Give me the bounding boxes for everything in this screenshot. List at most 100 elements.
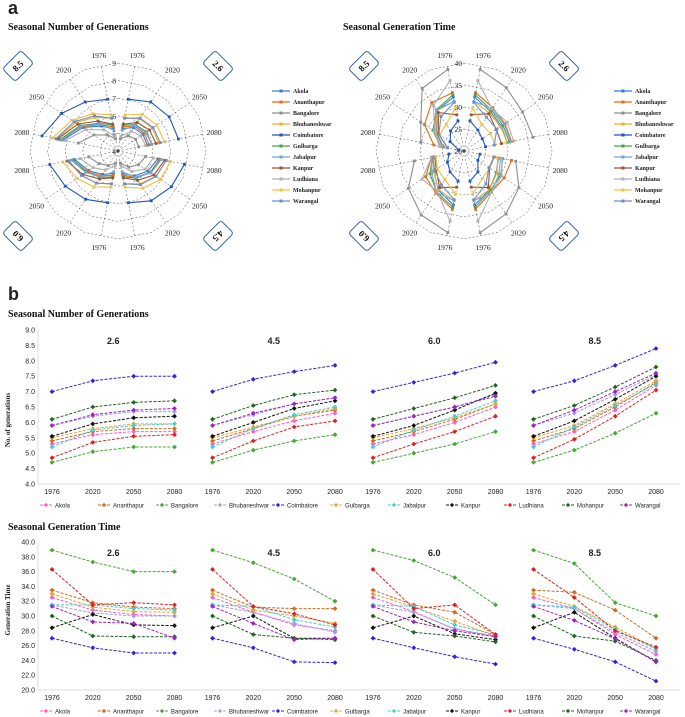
radar-gen-point-ludhiana [102,128,106,132]
line-time-ytick: 22.0 [21,673,35,680]
line-gen-point-warangal [90,412,96,418]
line-time-point-warangal [411,619,417,625]
line-gen-line-kanpur [212,400,336,437]
chart-marks: 1976202020502080208020502020197619762020… [3,51,680,716]
line-time-point-jabalpur [571,604,577,610]
line-gen-point-kanpur [452,407,458,413]
radar-time-point-bangalore [521,110,524,114]
line-time-line-bangalore [51,549,175,573]
radar-gen-point-jabalpur [70,158,73,162]
line-gen-xtick: 2050 [126,489,142,496]
radar-time-series-ananthapur [423,92,453,146]
radar-time-point-kanpur [500,142,503,145]
radar-time-point-bangalore [478,231,482,234]
radar-time-point-bhubaneshwar [496,156,500,160]
line-gen-legend-marker [275,502,281,508]
radar-gen-point-kanpur [111,176,115,180]
line-gen-xtick: 1976 [44,489,60,496]
line-gen-point-kanpur [90,421,96,427]
line-generations-ylabel: No. of generations [4,393,12,448]
radar-gen-legend-marker [279,89,283,93]
line-gen-point-kanpur [210,433,215,439]
radar-time-point-bhubaneshwar [499,125,502,128]
line-gen-point-warangal [172,406,177,411]
radar-gen-point-akola [146,169,150,173]
line-gen-point-ludhiana [131,433,137,439]
radar-time-point-kanpur [469,113,473,117]
radar-gen-year-label: 2020 [56,229,71,238]
radar-time-point-akola [451,203,455,207]
radar-time-point-warangal [446,146,449,150]
radar-gen-point-bhubaneshwar [74,121,77,124]
radar-gen-point-bangalore [126,134,130,137]
line-gen-legend-mohanpur: Mohanpur [577,504,604,510]
radar-gen-point-coimbatore [83,100,87,104]
line-time-xtick: 2080 [327,695,343,702]
radar-time-series-gulbarga [474,94,510,143]
line-gen-point-ludhiana [493,413,498,419]
radar-time-point-ananthapur [451,207,454,211]
radar-time-point-coimbatore [468,179,472,183]
line-gen-scenario-label: 2.6 [107,336,120,346]
line-time-line-jabalpur [52,604,175,611]
radar-gen-legend-marker [279,155,283,159]
radar-gen-series-bangalore [120,156,147,168]
radar-gen-ring [47,80,189,222]
radar-gen-point-bangalore [92,133,96,137]
radar-time-legend-warangal: Warangal [635,199,661,205]
line-time-legend-marker [275,708,281,714]
line-time-point-bangalore [653,613,659,619]
line-time-legend-bhubaneshwar: Bhubaneshwar [229,710,269,716]
line-time-point-bangalore [90,559,96,565]
radar-time-point-gulbarga [473,93,477,97]
radar-gen-series-kanpur [57,120,113,140]
line-time-line-coimbatore [51,637,175,654]
radar-time-series-bhubaneshwar [473,157,499,202]
radar-gen-r-tick: 6 [112,112,116,121]
radar-time-point-ananthapur [510,159,513,162]
radar-time-point-coimbatore [484,145,487,149]
radar-time-title: Seasonal Generation Time [343,22,456,33]
line-gen-point-ananthapur [49,438,55,444]
radar-gen-point-mohanpur [91,112,95,116]
radar-gen-point-mohanpur [123,113,127,117]
line-time-xtick: 2050 [607,695,623,702]
radar-gen-point-jabalpur [79,124,83,128]
line-gen-xtick: 1976 [365,489,381,496]
radar-time-legend-marker [621,133,625,137]
radar-time-year-label: 2020 [511,229,526,238]
line-time-line-ananthapur [51,589,175,610]
line-time-line-akola [533,597,657,655]
line-gen-point-jabalpur [90,427,96,433]
radar-time-point-coimbatore [446,160,449,164]
line-gen-legend-ludhiana: Ludhiana [519,504,544,510]
line-gen-ytick: 7.0 [25,389,35,396]
radar-time-year-label: 2050 [375,201,390,210]
radar-time-series-coimbatore [469,154,481,182]
radar-gen-legend-akola: Akola [293,89,308,95]
line-gen-point-ludhiana [90,439,96,445]
line-time-point-kanpur [411,613,417,619]
line-gen-line-gulbarga [372,403,496,439]
radar-time-point-ananthapur [430,101,434,105]
radar-gen-legend-marker [279,133,283,137]
line-time-legend-marker [565,708,571,714]
radar-gen-spoke [31,150,119,169]
radar-time-point-coimbatore [476,158,480,162]
radar-gen-year-label: 2050 [29,201,44,210]
radar-gen-legend-jabalpur: Jabalpur [293,155,317,161]
line-gen-xtick: 2020 [567,489,583,496]
radar-time-series-warangal [438,101,455,148]
line-gen-line-akola [51,431,175,445]
radar-time-spoke [377,133,465,152]
radar-gen-legend-coimbatore: Coimbatore [293,133,324,139]
line-time-xtick: 2080 [488,695,504,702]
line-gen-point-coimbatore [131,373,137,379]
line-time-point-bangalore [332,598,338,604]
radar-time-series-coimbatore [449,120,460,151]
line-gen-point-coimbatore [172,373,177,379]
line-time-point-coimbatore [90,645,96,651]
radar-time-r-tick: 25 [455,125,463,134]
line-time-point-jabalpur [291,617,297,623]
line-gen-legend-marker [623,502,629,508]
